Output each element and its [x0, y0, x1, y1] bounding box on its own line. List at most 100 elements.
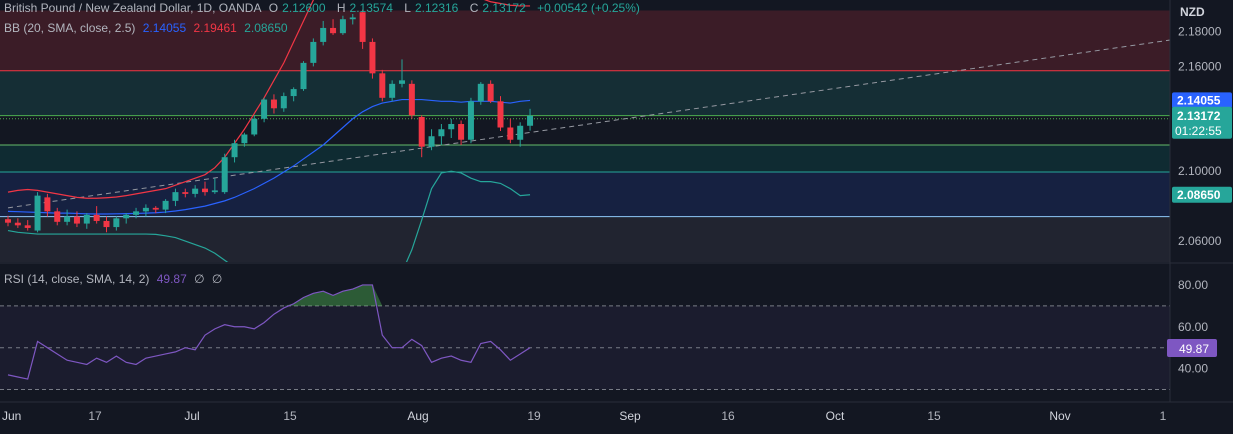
trendline-dashed	[7, 30, 1233, 209]
rsi-tick-label: 80.00	[1178, 278, 1208, 292]
candle-up	[300, 62, 307, 90]
symbol-title[interactable]: British Pound / New Zealand Dollar, 1D, …	[4, 1, 262, 15]
candle-up	[251, 118, 258, 135]
candle-down	[487, 83, 494, 102]
candle-up	[320, 27, 327, 42]
candle-up	[172, 192, 179, 201]
candle-down	[93, 214, 100, 221]
rsi-pane	[0, 284, 1170, 391]
candle-up	[399, 80, 405, 84]
rsi-tick-label: 40.00	[1178, 362, 1208, 376]
open-label: O	[268, 1, 279, 15]
candle-up	[339, 19, 346, 34]
rsi-extra-1: ∅	[194, 272, 205, 286]
time-label: Oct	[826, 409, 845, 423]
bb-basis-value: 2.14055	[142, 21, 187, 35]
time-label: 16	[721, 409, 735, 423]
time-label: Aug	[407, 409, 428, 423]
rsi-label[interactable]: RSI (14, close, SMA, 14, 2)	[4, 272, 150, 286]
trendline	[7, 30, 1233, 209]
bb-label[interactable]: BB (20, SMA, close, 2.5)	[4, 21, 136, 35]
lower-badge-bg	[1172, 186, 1232, 203]
time-label: 15	[927, 409, 941, 423]
candle-down	[24, 225, 31, 228]
candle-up	[290, 89, 297, 97]
candle-down	[507, 127, 514, 140]
candle-up	[192, 188, 199, 194]
candle-down	[202, 188, 208, 193]
high-value: 2.13574	[349, 1, 393, 15]
basis-badge-bg	[1172, 92, 1232, 109]
zone-green	[0, 70, 1170, 116]
zone-red	[0, 10, 1170, 71]
candle-up	[280, 96, 287, 109]
candle-up	[231, 143, 238, 158]
candle-up	[438, 129, 445, 137]
open-value: 2.12600	[282, 1, 326, 15]
bb-legend: BB (20, SMA, close, 2.5) 2.14055 2.19461…	[4, 21, 292, 35]
candle-up	[428, 136, 435, 147]
candle-up	[133, 211, 140, 215]
time-label: 1	[1160, 409, 1167, 423]
candle-up	[221, 157, 228, 193]
price-axis-bg	[1170, 0, 1233, 434]
candle-down	[44, 197, 51, 212]
rsi-value: 49.87	[156, 272, 187, 286]
candle-down	[54, 211, 61, 222]
candle-up	[477, 83, 484, 102]
close-badge-bg	[1172, 106, 1232, 139]
countdown-label: 01:22:55	[1175, 124, 1222, 138]
bb-lower-line	[7, 170, 531, 262]
candle-down	[418, 117, 425, 147]
close-value: 2.13172	[482, 1, 526, 15]
candle-up	[467, 101, 474, 140]
low-label: L	[404, 1, 411, 15]
candle-down	[182, 192, 189, 194]
symbol-legend: British Pound / New Zealand Dollar, 1D, …	[4, 1, 644, 15]
candle-down	[270, 99, 277, 109]
candle-down	[73, 216, 80, 224]
candle-down	[458, 124, 465, 140]
bollinger-bands	[7, 0, 531, 262]
price-tick-label: 2.06000	[1178, 234, 1222, 248]
close-label: C	[469, 1, 479, 15]
currency-label: NZD	[1180, 5, 1205, 19]
zone-teal	[0, 144, 1170, 173]
time-label: Nov	[1049, 409, 1070, 423]
candle-up	[142, 207, 149, 212]
candle-up	[349, 17, 356, 20]
rsi-tick-label: 60.00	[1178, 320, 1208, 334]
time-label: 19	[527, 409, 541, 423]
bb-lower-value: 2.08650	[244, 21, 288, 35]
horizontal-levels	[0, 70, 1170, 218]
candle-up	[389, 83, 396, 98]
low-value: 2.12316	[414, 1, 459, 15]
bb-upper-line	[7, 0, 531, 199]
change-value: +0.00542 (+0.25%)	[537, 1, 640, 15]
candle-down	[330, 27, 337, 34]
candle-down	[497, 101, 504, 128]
candlesticks	[5, 9, 534, 233]
candle-up	[241, 134, 248, 144]
candle-up	[448, 124, 455, 130]
candle-up	[310, 41, 317, 63]
price-tick-label: 2.16000	[1178, 59, 1222, 73]
candle-down	[152, 207, 159, 210]
candle-up	[527, 115, 534, 126]
time-label: Jul	[184, 409, 199, 423]
rsi-legend: RSI (14, close, SMA, 14, 2) 49.87 ∅ ∅	[4, 272, 226, 286]
rsi-badge: 49.87	[1179, 342, 1209, 356]
candle-down	[359, 12, 366, 42]
candle-up	[64, 216, 71, 222]
candle-up	[162, 200, 169, 210]
candle-up	[211, 190, 218, 193]
candle-down	[5, 219, 11, 223]
candle-down	[369, 41, 376, 74]
candle-up	[123, 214, 130, 219]
price-tick-label: 2.10000	[1178, 164, 1222, 178]
candle-down	[103, 220, 110, 228]
candle-down	[408, 83, 415, 116]
lower-badge: 2.08650	[1177, 188, 1221, 202]
candle-down	[379, 73, 386, 98]
